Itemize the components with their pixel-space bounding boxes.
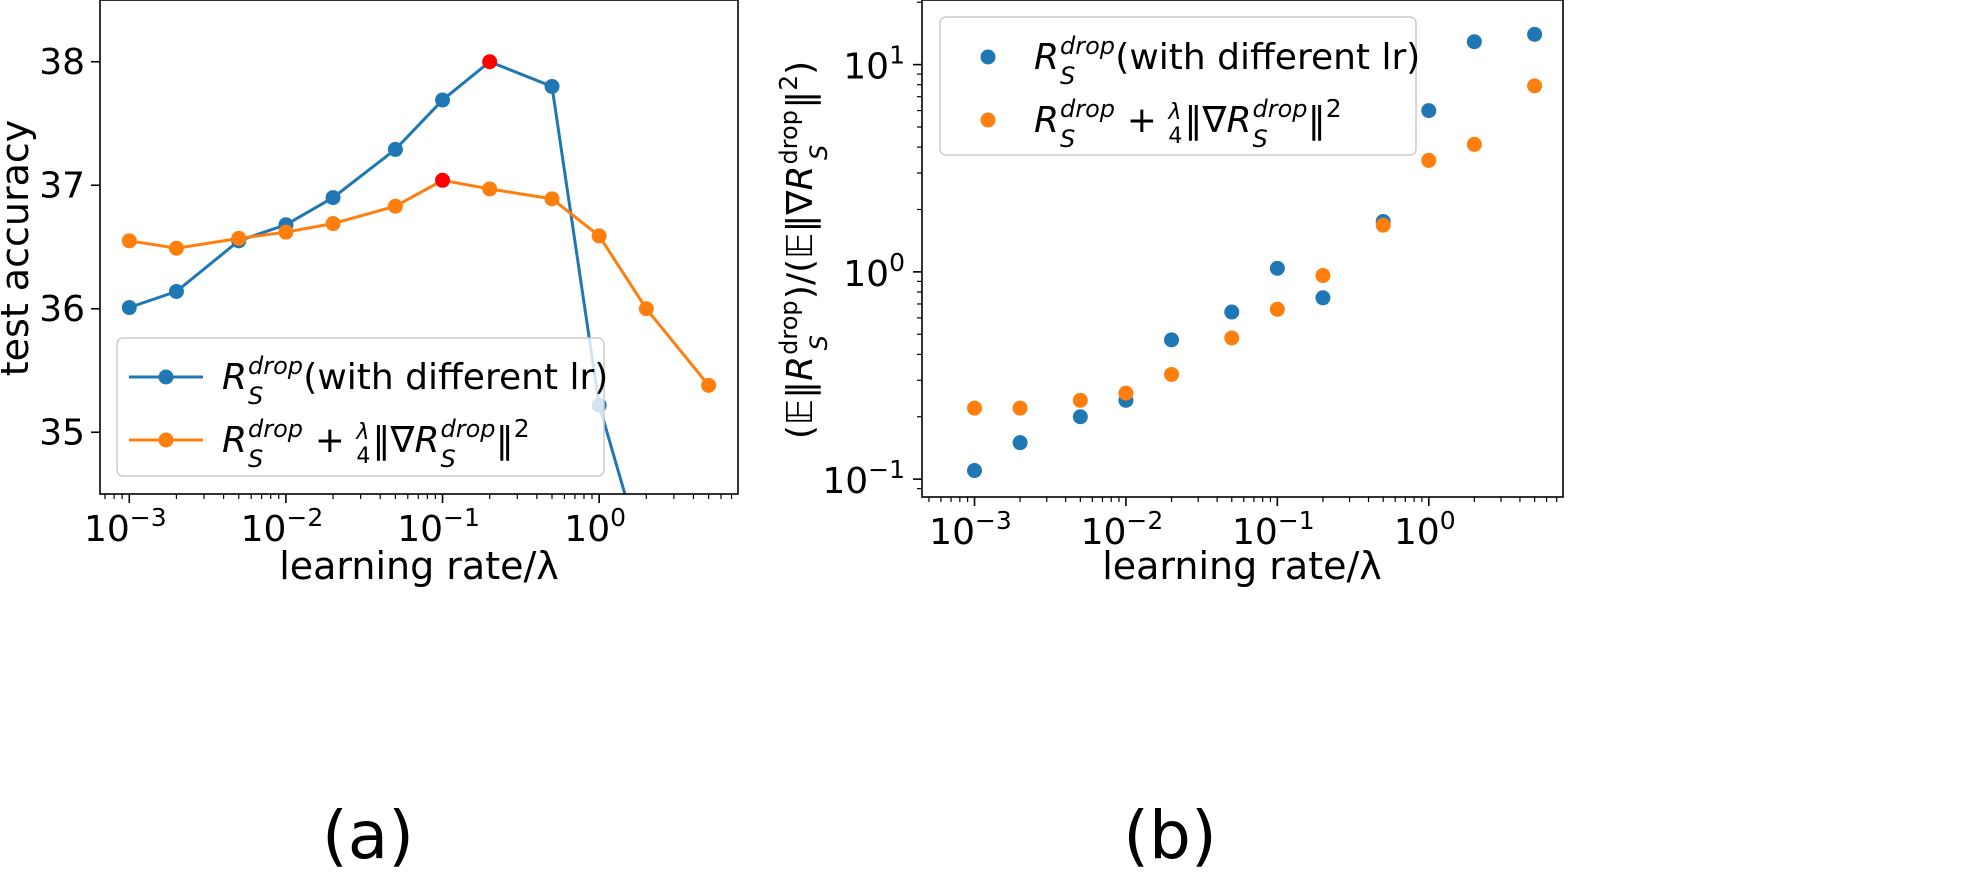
point-b-1-8 [1375,217,1391,233]
point-a-1-7 [482,181,498,197]
legend-label-b1: Rdrop S + λ 4‖∇Rdrop S ‖2 [1034,94,1342,153]
point-a-0-8 [544,78,560,94]
x-axis-label-a: learning rate/λ [279,544,559,588]
point-b-0-1 [1012,435,1028,451]
legend-marker-b0 [980,49,996,65]
point-a-0-1 [168,283,184,299]
legend-b: Rdrop S (with different lr)Rdrop S + λ 4‖∇Rd… [939,16,1420,156]
point-b-1-0 [967,400,983,416]
point-b-1-1 [1012,400,1028,416]
point-b-1-9 [1421,152,1437,168]
point-b-0-6 [1269,260,1285,276]
point-a-0-0 [121,300,137,316]
xtick-label-a-1: 10−2 [241,503,324,550]
xtick-label-b-3: 100 [1394,506,1456,553]
point-a-0-5 [387,141,403,157]
point-b-0-0 [967,463,983,479]
point-a-1-10 [638,301,654,317]
legend-label-a0: Rdrop S (with different lr) [222,352,608,410]
ytick-label-a-0: 35 [39,412,85,453]
point-a-1-2 [231,230,247,246]
ytick-label-b-0: 10−1 [822,455,905,502]
point-a-1-4 [325,216,341,232]
chart-b: Rdrop S (with different lr)Rdrop S + λ 4‖∇Rd… [774,0,1564,874]
ytick-label-b-1: 100 [843,248,905,295]
point-b-0-5 [1224,304,1240,320]
point-a-1-3 [278,224,294,240]
legend-marker-a1 [158,432,174,448]
point-b-0-7 [1315,290,1331,306]
y-axis-label-b: (𝔼‖RdropS)/(𝔼‖∇RdropS‖2) [774,61,833,439]
ytick-label-a-1: 36 [39,289,85,330]
xtick-label-a-2: 10−1 [397,503,480,550]
point-b-1-5 [1224,330,1240,346]
chart-a: Rdrop S (with different lr)Rdrop S + λ 4‖∇Rd… [0,0,739,874]
legend-marker-a0 [158,369,174,385]
xtick-label-a-0: 10−3 [84,503,167,550]
point-a-1-8 [544,191,560,207]
point-b-0-10 [1466,34,1482,50]
series-line-a1 [129,178,710,387]
panel-label-b: (b) [1123,797,1216,874]
axes-frame-a [99,0,739,495]
ytick-label-a-3: 38 [39,42,85,83]
ytick-label-b-2: 101 [843,41,905,88]
xtick-label-a-3: 100 [564,503,626,550]
legend-label-b0: Rdrop S (with different lr) [1034,32,1420,90]
point-a-0-4 [325,190,341,206]
point-a-1-1 [168,240,184,256]
y-axis-label-a: test accuracy [0,120,37,377]
x-axis-label-b: learning rate/λ [1102,544,1382,588]
legend-a: Rdrop S (with different lr)Rdrop S + λ 4‖∇Rd… [116,337,608,477]
point-b-1-2 [1072,392,1088,408]
xtick-label-b-2: 10−1 [1232,506,1315,553]
point-a-1-9 [591,228,607,244]
point-b-0-2 [1072,409,1088,425]
point-a-1-5 [387,198,403,214]
legend-box-b [939,16,1417,156]
xtick-label-b-1: 10−2 [1081,506,1164,553]
axes-frame-b [921,0,1564,498]
legend-marker-b1 [980,112,996,128]
point-b-0-4 [1164,332,1180,348]
ytick-label-a-2: 37 [39,165,85,206]
legend-box-a [116,337,605,477]
point-b-0-11 [1527,26,1543,42]
point-b-1-10 [1466,136,1482,152]
point-a-1-11 [701,377,717,393]
point-b-1-3 [1118,385,1134,401]
xtick-label-b-0: 10−3 [929,506,1012,553]
point-b-1-4 [1164,366,1180,382]
series-line-a0 [128,60,627,494]
panel-label-a: (a) [322,797,414,874]
point-a-1-0 [121,233,137,249]
point-b-0-9 [1421,103,1437,119]
point-b-1-11 [1527,78,1543,94]
point-a-0-7 [482,54,498,70]
point-b-1-6 [1269,301,1285,317]
point-a-0-6 [435,92,451,108]
point-a-1-6 [435,172,451,188]
legend-label-a1: Rdrop S + λ 4‖∇Rdrop S ‖2 [222,414,530,473]
point-b-1-7 [1315,268,1331,284]
